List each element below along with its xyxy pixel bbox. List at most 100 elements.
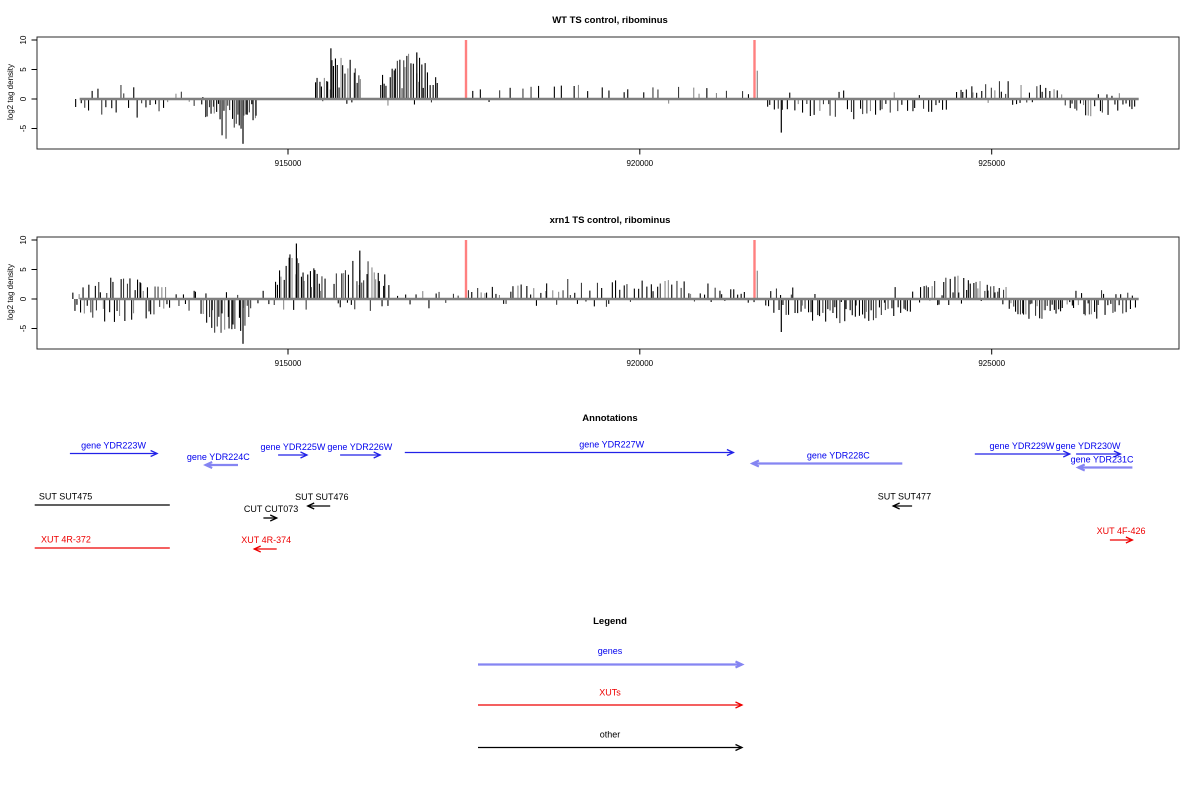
density-bar (283, 279, 285, 299)
density-bar (1060, 299, 1062, 312)
density-bar (373, 272, 375, 299)
density-bar (526, 286, 528, 299)
density-bar (773, 99, 775, 110)
density-bar (897, 299, 899, 308)
density-bar (994, 292, 996, 299)
density-bar (814, 294, 816, 299)
density-bar (958, 292, 960, 299)
density-bar (134, 290, 136, 299)
density-bar (206, 299, 208, 323)
density-bar (1114, 299, 1116, 312)
density-bar (853, 99, 855, 120)
density-bar (510, 291, 512, 299)
arrowhead (749, 459, 760, 468)
density-bar (540, 292, 542, 299)
density-bar (860, 99, 862, 109)
y-tick-label: 5 (19, 267, 28, 272)
density-bar (914, 99, 916, 108)
density-bar (495, 293, 497, 299)
density-bar (623, 92, 625, 99)
density-bar (652, 87, 654, 99)
density-bar (928, 99, 930, 112)
density-bar (1055, 299, 1057, 314)
density-bar (998, 288, 1000, 299)
density-bar (1076, 99, 1078, 111)
density-bar (931, 286, 933, 299)
density-bar (897, 99, 899, 112)
density-bar (884, 299, 886, 311)
density-bar (1056, 90, 1058, 99)
density-bar (472, 90, 474, 99)
density-bar (361, 282, 363, 299)
density-bar (1012, 99, 1014, 105)
density-bar (1019, 99, 1021, 103)
density-bar (862, 99, 864, 115)
density-bar (943, 282, 945, 299)
density-bar (227, 99, 229, 106)
density-bar (1131, 295, 1133, 299)
y-tick-label: 5 (19, 67, 28, 72)
density-bar (131, 299, 133, 320)
density-bar (880, 299, 882, 315)
density-bar (211, 299, 213, 328)
density-bar (1110, 299, 1112, 304)
density-bar (216, 99, 218, 112)
density-bar (109, 299, 111, 313)
density-bar (175, 93, 177, 99)
density-bar (567, 279, 569, 299)
density-bar (257, 299, 259, 304)
density-bar (296, 258, 298, 299)
density-bar (965, 89, 967, 99)
density-bar (1106, 94, 1108, 99)
density-bar (344, 73, 346, 99)
density-bar (155, 99, 157, 105)
density-bar (1036, 299, 1038, 307)
density-bar (349, 59, 351, 99)
density-bar (967, 280, 969, 299)
density-bar (509, 87, 511, 99)
density-bar (363, 280, 365, 299)
density-bar (1088, 299, 1090, 315)
density-bar (408, 53, 410, 99)
density-bar (254, 99, 256, 119)
density-bar (522, 88, 524, 99)
density-bar (971, 86, 973, 99)
density-bar (88, 284, 90, 299)
density-bar (1077, 299, 1079, 306)
density-bar (84, 99, 86, 108)
density-bar (426, 72, 428, 99)
density-bar (350, 299, 352, 305)
density-bar (240, 299, 242, 331)
density-bar (1115, 294, 1117, 299)
density-bar (608, 90, 610, 99)
density-bar (245, 99, 247, 115)
density-bar (369, 299, 371, 311)
density-bar (1039, 84, 1041, 99)
density-spike (780, 99, 782, 133)
density-bar (517, 285, 519, 299)
density-bar (605, 299, 607, 307)
density-bar (80, 299, 82, 313)
density-bar (377, 272, 379, 299)
density-bar (120, 85, 122, 99)
density-bar (401, 88, 403, 99)
density-bar (229, 99, 231, 111)
density-bar (238, 99, 240, 126)
density-bar (1058, 299, 1060, 310)
density-bar (1020, 85, 1022, 99)
density-bar (1120, 294, 1122, 299)
density-bar (331, 60, 333, 99)
density-bar (115, 99, 117, 113)
density-bar (235, 99, 237, 124)
density-bar (346, 99, 348, 104)
density-bar (1097, 299, 1099, 305)
density-bar (486, 292, 488, 299)
density-bar (1045, 87, 1047, 99)
density-bar (719, 290, 721, 299)
density-bar (849, 299, 851, 311)
density-bar (1002, 299, 1004, 305)
density-bar (827, 299, 829, 310)
density-bar (836, 299, 838, 319)
arrowhead (1062, 450, 1072, 458)
